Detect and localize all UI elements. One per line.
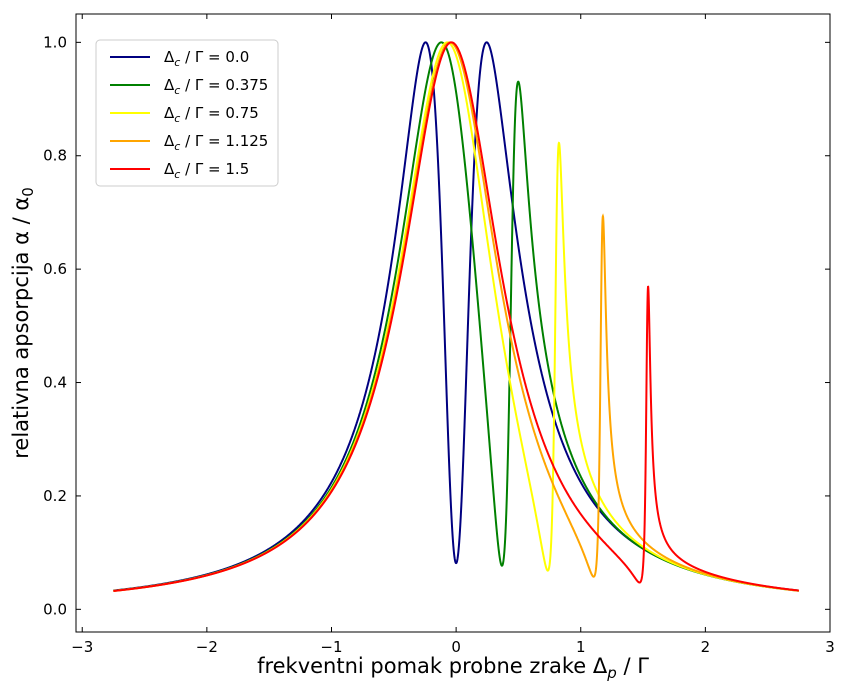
series-layer [113, 41, 799, 592]
x-tick-label: −2 [196, 638, 218, 656]
x-tick-label: −1 [320, 638, 342, 656]
legend: Δc / Γ = 0.0 Δc / Γ = 0.375 Δc / Γ = 0.75 Δ… [95, 39, 279, 187]
y-tick-label: 0.2 [43, 487, 67, 505]
x-axis-label: frekventni pomak probne zrake Δp / Γ [257, 654, 649, 682]
x-tick-label: 0 [451, 638, 461, 656]
legend-box [95, 39, 279, 187]
legend-label-2: Δc / Γ = 0.75 [164, 104, 259, 125]
legend-label-3: Δc / Γ = 1.125 [164, 132, 268, 153]
y-axis-label: relativna apsorpcija α / α0 [9, 187, 37, 459]
x-tick-label: 2 [701, 638, 711, 656]
y-tick-label: 0.8 [43, 147, 67, 165]
ticks-layer: −3 −2 −1 0 1 2 3 0.0 0.2 0.4 0.6 0.8 1.0 [43, 14, 835, 656]
y-tick-label: 0.0 [43, 600, 67, 618]
legend-label-4: Δc / Γ = 1.5 [164, 160, 249, 181]
y-tick-label: 0.4 [43, 374, 67, 392]
series-line-4 [113, 41, 799, 592]
x-tick-label: −3 [71, 638, 93, 656]
y-tick-label: 0.6 [43, 260, 67, 278]
x-tick-label: 3 [825, 638, 835, 656]
legend-label-1: Δc / Γ = 0.375 [164, 76, 268, 97]
x-tick-label: 1 [576, 638, 586, 656]
y-tick-label: 1.0 [43, 33, 67, 51]
plot-frame [75, 13, 831, 633]
legend-label-0: Δc / Γ = 0.0 [164, 48, 249, 69]
